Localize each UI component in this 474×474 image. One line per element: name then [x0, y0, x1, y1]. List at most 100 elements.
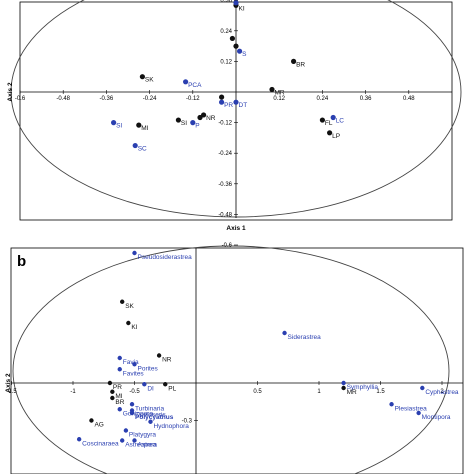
panel-a-point	[291, 58, 297, 64]
panel-a-point-label: SC	[138, 146, 147, 153]
panel-b-point	[107, 380, 113, 386]
panel-b-point-label: Plesiastrea	[395, 405, 428, 412]
panel-a-point-label: LC	[336, 118, 345, 125]
panel-b-point-label: Turbinaria	[135, 405, 164, 412]
panel-a-x-tick-label: -0.36	[100, 96, 114, 102]
panel-b-x-tick-label: -1.5	[6, 389, 17, 395]
panel-b-point	[132, 250, 137, 256]
panel-a-point	[233, 43, 239, 49]
panel-b-x-tick-label: 1	[317, 389, 321, 395]
panel-a-point	[136, 122, 142, 128]
panel-b-point-label: Polycyathus	[135, 414, 174, 421]
panel-a-x-tick-label: -0.48	[56, 96, 70, 102]
panel-a-point-label: SI	[181, 120, 187, 127]
panel-b-x-tick-label: 2	[440, 389, 444, 395]
panel-a-point	[183, 79, 189, 85]
panel-a-point	[237, 48, 243, 54]
panel-b-point	[89, 418, 94, 423]
panel-a-x-tick-label: -0.6	[15, 96, 26, 102]
panel-a-point-label: SK	[145, 77, 154, 84]
panel-b-point-label: Favia	[123, 359, 139, 366]
panel-b-point	[389, 402, 394, 407]
panel-b-point-label: Cyphastrea	[425, 389, 459, 396]
panel-b-point-label: AG	[94, 422, 103, 429]
panel-b-point-label: Coeloseris	[135, 412, 166, 419]
panel-b-point	[117, 407, 122, 412]
panel-b-point-label: MR	[347, 389, 357, 396]
panel-a-x-tick-label: -0.24	[143, 96, 157, 102]
panel-a-x-tick-label: 0.48	[403, 96, 415, 102]
panel-a-point	[175, 117, 181, 123]
panel-b-point-label: Astreopora	[125, 442, 157, 449]
panel-b-point	[110, 389, 115, 394]
panel-b-point	[129, 402, 135, 407]
panel-a-point	[190, 120, 196, 126]
panel-b-point-label: Hydnophora	[153, 423, 189, 430]
panel-b-point-label: Pseudosiderastrea	[138, 254, 193, 261]
panel-a-point	[319, 117, 325, 123]
panel-a-point-label: PR	[224, 102, 233, 109]
panel-b-x-tick-label: 1.5	[376, 389, 385, 395]
panel-a-x-tick-label: -0.12	[186, 96, 200, 102]
panel-a-point-label: MI	[141, 125, 148, 132]
panel-b-point-label: Goniopora	[123, 410, 154, 417]
panel-a-point-label: MR	[275, 89, 285, 96]
panel-a-y-axis-label: Axis 2	[7, 82, 14, 102]
panel-a-point	[197, 114, 203, 121]
panel-b-confidence-ellipse	[12, 245, 450, 474]
panel-b-point	[117, 367, 122, 372]
panel-b-point	[120, 438, 125, 443]
panel-a-y-tick-label: 0.36	[220, 0, 232, 4]
panel-a-y-tick-label: -0.12	[218, 121, 232, 127]
panel-a-point	[269, 86, 275, 93]
panel-b-point	[110, 395, 115, 401]
panel-a-point	[201, 112, 207, 118]
panel-b-point	[126, 320, 131, 326]
panel-a-point-label: NR	[206, 115, 216, 122]
panel-b-point-label: MI	[115, 393, 122, 400]
panel-a-x-tick-label: 0.24	[317, 96, 329, 102]
panel-b-point	[117, 355, 122, 361]
panel-a-point-label: S	[242, 51, 247, 58]
panel-b-point	[416, 410, 421, 416]
panel-b-y-axis-label: Axis 2	[5, 373, 12, 393]
panel-b-point-label: NR	[162, 357, 172, 364]
panel-a-x-tick-label: 0.12	[273, 96, 285, 102]
panel-b-point	[341, 380, 346, 386]
panel-b-point	[132, 362, 137, 367]
panel-b-point	[156, 353, 162, 358]
panel-a-point-label: PCA	[188, 82, 202, 89]
panel-a-y-tick-label: -0.36	[218, 182, 232, 188]
panel-b-point-label: PR	[113, 384, 122, 391]
panel-b-point-label: Astrea	[138, 442, 157, 449]
panel-b-point-label: SK	[125, 303, 134, 310]
panel-a-y-tick-label: -0.48	[218, 212, 232, 218]
panel-b-x-tick-label: 0.5	[253, 389, 262, 395]
panel-a-point	[327, 130, 333, 136]
panel-a-point-label: LP	[332, 133, 340, 140]
panel-b-point	[76, 437, 82, 442]
panel-b-x-tick-label: -0.5	[129, 389, 140, 395]
panel-a-point	[219, 99, 225, 105]
panel-b-point	[163, 382, 168, 387]
panel-a-point-label: FL	[325, 120, 333, 127]
panel-b-point-label: Montipora	[422, 414, 451, 421]
panel-b-x-tick-label: -1	[70, 389, 76, 395]
panel-a-point-label: SI	[116, 123, 122, 130]
panel-b-point-label: Coscinaraea	[82, 440, 119, 447]
panel-b-point	[420, 385, 425, 391]
panel-a-point-label: P	[195, 123, 199, 130]
panel-b-point-label: Favites	[123, 370, 145, 377]
panel-b-y-tick-label: -0.3	[182, 419, 193, 425]
panel-b-point	[132, 438, 137, 443]
panel-b-point-label: Siderastrea	[288, 334, 322, 341]
panel-b-point-label: PL	[168, 385, 176, 392]
panel-b-point-label: Symphyllia	[347, 384, 379, 391]
panel-a-point-label: DT	[239, 102, 248, 109]
panel-a-point	[139, 74, 145, 80]
panel-a-y-tick-label: 0.24	[220, 29, 232, 35]
panel-b-point-label: Platygyra	[129, 432, 156, 439]
panel-b-point	[148, 419, 153, 424]
panel-a-y-tick-label: 0.12	[220, 59, 232, 65]
